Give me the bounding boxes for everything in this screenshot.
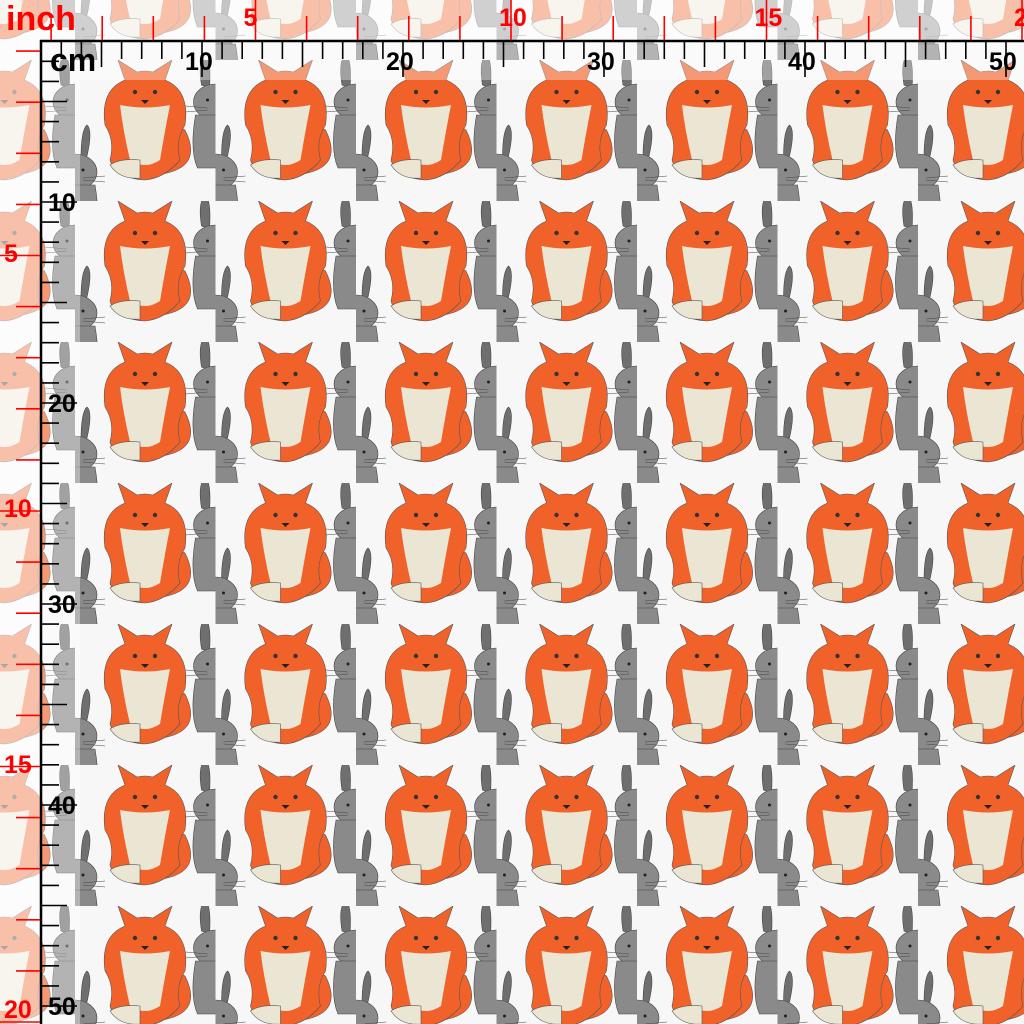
- cm-unit-label: cm: [50, 42, 97, 78]
- inch-label-top: 15: [754, 4, 783, 32]
- ruler-fade-inner-left: [40, 80, 80, 1024]
- ruler-fade-inner-top: [40, 40, 1024, 80]
- cm-label-left: 30: [48, 591, 76, 619]
- inch-label-left: 5: [4, 239, 18, 268]
- inch-label-top: 10: [499, 4, 527, 32]
- ruler-fade-top: [0, 0, 1024, 40]
- cm-label-left: 10: [48, 189, 76, 217]
- cm-label-top: 30: [587, 48, 615, 76]
- inch-unit-label: inch: [6, 0, 76, 38]
- cm-label-left: 40: [48, 792, 76, 820]
- cm-label-top: 20: [386, 48, 414, 76]
- cm-label-left: 20: [48, 390, 76, 418]
- inch-label-top: 5: [243, 4, 258, 32]
- cm-label-top: 50: [989, 48, 1017, 76]
- cm-label-top: 10: [185, 48, 213, 76]
- cm-label-top: 40: [788, 48, 816, 76]
- inch-label-left: 10: [4, 495, 32, 523]
- inch-label-top: 20: [1014, 4, 1024, 32]
- inch-label-left: 20: [4, 996, 32, 1024]
- inch-label-left: 15: [4, 750, 32, 779]
- cm-label-left: 50: [48, 993, 76, 1021]
